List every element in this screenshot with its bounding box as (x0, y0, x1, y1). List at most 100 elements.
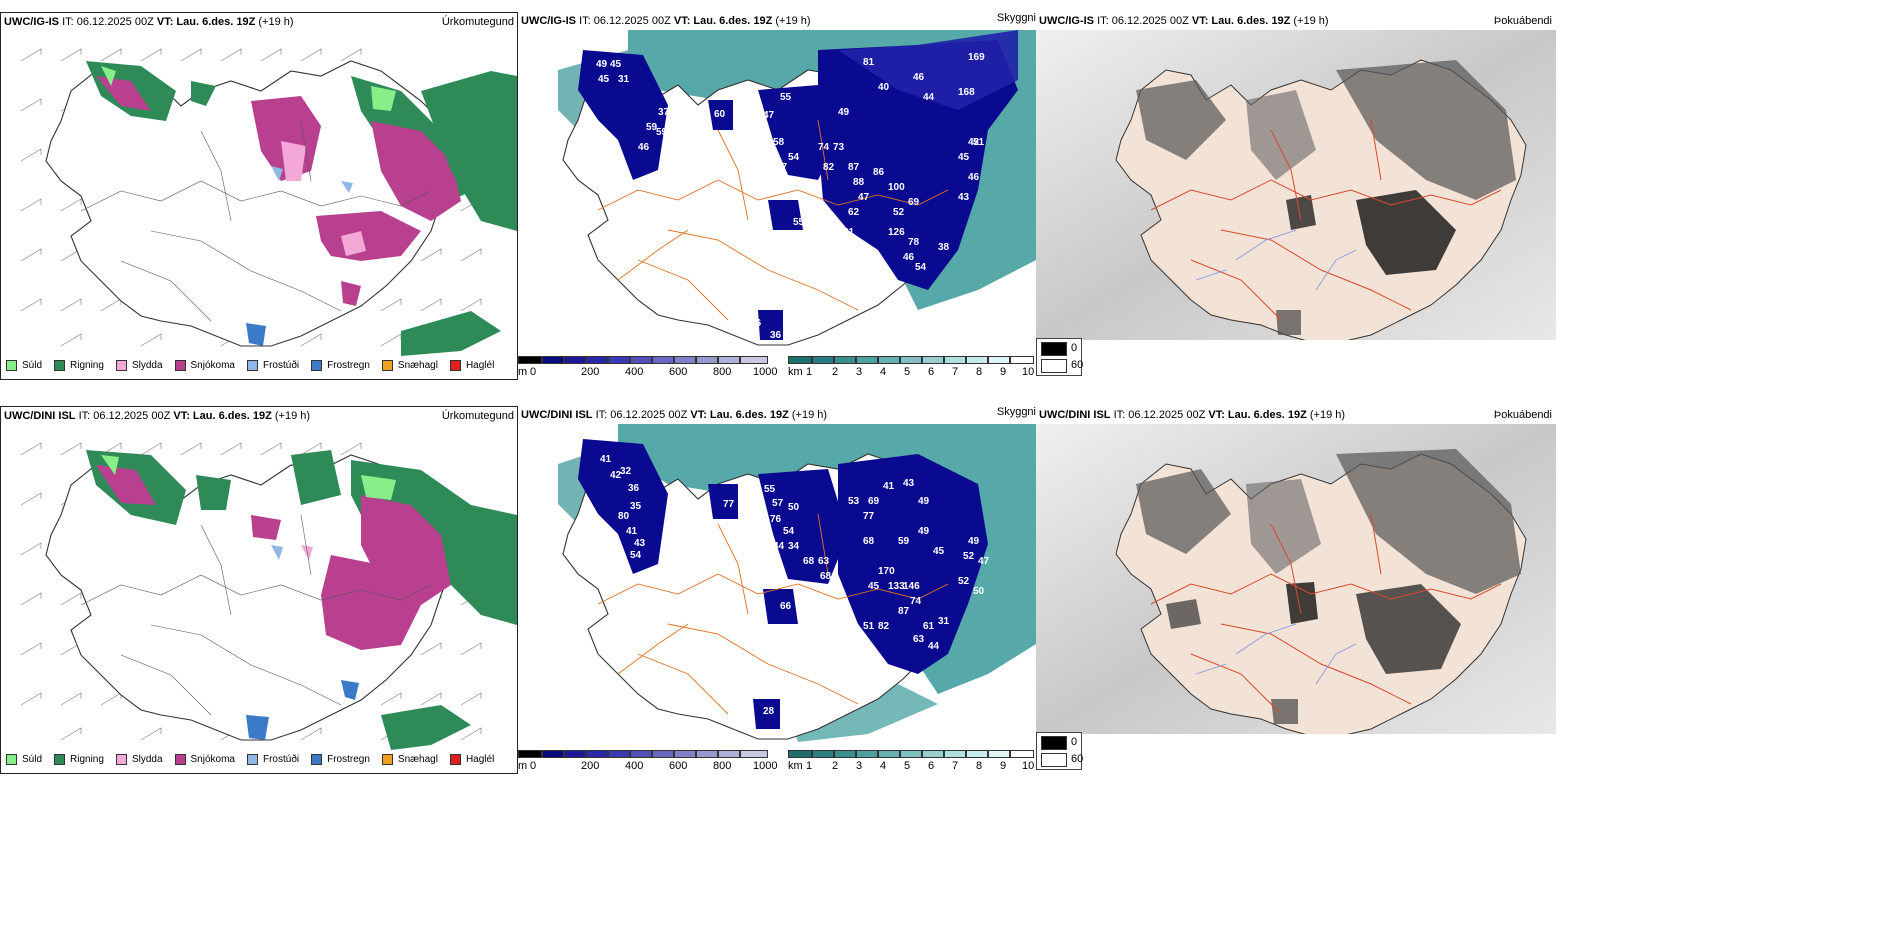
ceiling-value-label: 68 (863, 536, 875, 547)
ceiling-value-label: 47 (776, 162, 788, 173)
ceiling-value-label: 45 (958, 152, 970, 163)
ceiling-value-label: 61 (923, 621, 935, 632)
ceiling-value-label: 49 (968, 536, 980, 547)
ceiling-value-label: 49 (838, 107, 850, 118)
precip-legend: Súld Rigning Slydda Snjókoma Frostúði Fr… (6, 360, 506, 371)
ceiling-value-label: 47 (978, 556, 990, 567)
cb-tick: 5 (904, 366, 911, 378)
fog-label-0: 0 (1071, 342, 1078, 354)
ceiling-value-label: 81 (843, 227, 855, 238)
roads-red (1150, 119, 1502, 321)
fog-panel-bottom: UWC/DINI ISL IT: 06.12.2025 00Z VT: Lau.… (1036, 406, 1556, 774)
ceiling-value-label: 78 (908, 237, 920, 248)
fog-map (1036, 424, 1556, 734)
cb-cell (740, 750, 768, 758)
cb-tick: 9 (1000, 366, 1007, 378)
ceiling-value-label: 43 (903, 478, 915, 489)
ceiling-value-label: 49 (596, 59, 608, 70)
cb-cell (564, 750, 586, 758)
ceiling-value-label: 69 (868, 496, 880, 507)
valid-label: VT: (690, 409, 707, 421)
legend-swatch (174, 360, 186, 371)
cb-cell (878, 356, 900, 364)
cb-tick: 10 (1022, 366, 1035, 378)
legend-swatch (115, 360, 127, 371)
cb-cell (900, 750, 922, 758)
cb-cell (608, 356, 630, 364)
valid-label: VT: (1191, 15, 1209, 27)
visibility-panel-top: UWC/IG-IS IT: 06.12.2025 00Z VT: Lau. 6.… (518, 12, 1036, 380)
cb-tick: 2 (832, 366, 839, 378)
lead-time: (+19 h) (1293, 15, 1329, 27)
legend-item-frostudi: Frostúði (246, 360, 299, 371)
cb-cell (652, 750, 674, 758)
precip-map (1, 31, 517, 356)
valid-label: VT: (173, 410, 190, 422)
model-name: UWC/DINI ISL (1039, 409, 1111, 421)
cb-cell (834, 356, 856, 364)
cb-tick: 8 (976, 366, 983, 378)
legend-item-snaehagl: Snæhagl (381, 360, 438, 371)
ceiling-value-label: 58 (773, 137, 785, 148)
ceiling-value-label: 62 (848, 207, 860, 218)
fog-dark-areas (1136, 60, 1516, 335)
cb-cell (812, 750, 834, 758)
cb-tick: 200 (581, 366, 600, 378)
ceiling-value-label: 74 (910, 596, 922, 607)
ceiling-value-label: 73 (833, 142, 845, 153)
ceiling-value-label: 28 (763, 706, 775, 717)
ceiling-value-label: 31 (938, 616, 950, 627)
ceiling-value-label: 87 (848, 162, 860, 173)
ceiling-value-label: 44 (773, 541, 785, 552)
legend-item-snjokoma: Snjókoma (174, 360, 235, 371)
roads (80, 120, 432, 322)
legend-swatch (246, 360, 258, 371)
cb-cell (630, 356, 652, 364)
ceiling-value-label: 55 (793, 217, 805, 228)
precip-legend: Súld Rigning Slydda Snjókoma Frostúði Fr… (6, 754, 506, 765)
ceiling-colorbar-labels: m 0 200 400 600 800 1000 (518, 760, 778, 774)
cb-cell (812, 356, 834, 364)
cb-cell (856, 750, 878, 758)
valid-label: VT: (156, 16, 174, 28)
ceiling-value-label: 49 (918, 526, 930, 537)
cb-cell (878, 750, 900, 758)
fog-legend: 0 60 (1036, 338, 1084, 376)
cb-cell (564, 356, 586, 364)
init-time: IT: 06.12.2025 00Z (579, 15, 671, 27)
ceiling-value-label: 27 (868, 292, 880, 303)
cb-tick: 3 (856, 760, 863, 772)
ceiling-value-label: 42 (968, 137, 980, 148)
cb-cell (652, 356, 674, 364)
cb-cell (542, 750, 564, 758)
legend-item-rigning: Rigning (54, 360, 104, 371)
ceiling-colorbar (518, 356, 768, 364)
ceiling-value-label: 35 (630, 501, 642, 512)
ceiling-areas (578, 439, 988, 729)
cb-cell (922, 356, 944, 364)
precip-map (1, 425, 517, 750)
legend-item-haglel: Haglél (449, 754, 494, 765)
cb-cell (718, 356, 740, 364)
fog-swatch-60 (1041, 359, 1067, 373)
precip-panel-top: UWC/IG-IS IT: 06.12.2025 00Z VT: Lau. 6.… (0, 12, 518, 380)
panel-header: UWC/DINI ISL IT: 06.12.2025 00Z VT: Lau.… (521, 409, 827, 421)
legend-swatch (115, 754, 127, 765)
ceiling-value-label: 54 (788, 152, 800, 163)
visibility-colorbar (788, 750, 1034, 758)
ceiling-value-label: 170 (878, 566, 895, 577)
cb-cell (834, 750, 856, 758)
fog-label-60: 60 (1071, 359, 1084, 371)
panel-header: UWC/DINI ISL IT: 06.12.2025 00Z VT: Lau.… (4, 410, 310, 422)
ceiling-value-label: 51 (863, 621, 875, 632)
cb-tick: 1000 (753, 366, 778, 378)
cb-cell (788, 750, 812, 758)
ceiling-value-label: 88 (853, 177, 865, 188)
cb-tick: 7 (952, 366, 959, 378)
ceiling-value-label: 41 (883, 481, 895, 492)
visibility-colorbar (788, 356, 1034, 364)
ceiling-value-label: 78 (828, 606, 840, 617)
panel-header: UWC/IG-IS IT: 06.12.2025 00Z VT: Lau. 6.… (521, 15, 811, 27)
